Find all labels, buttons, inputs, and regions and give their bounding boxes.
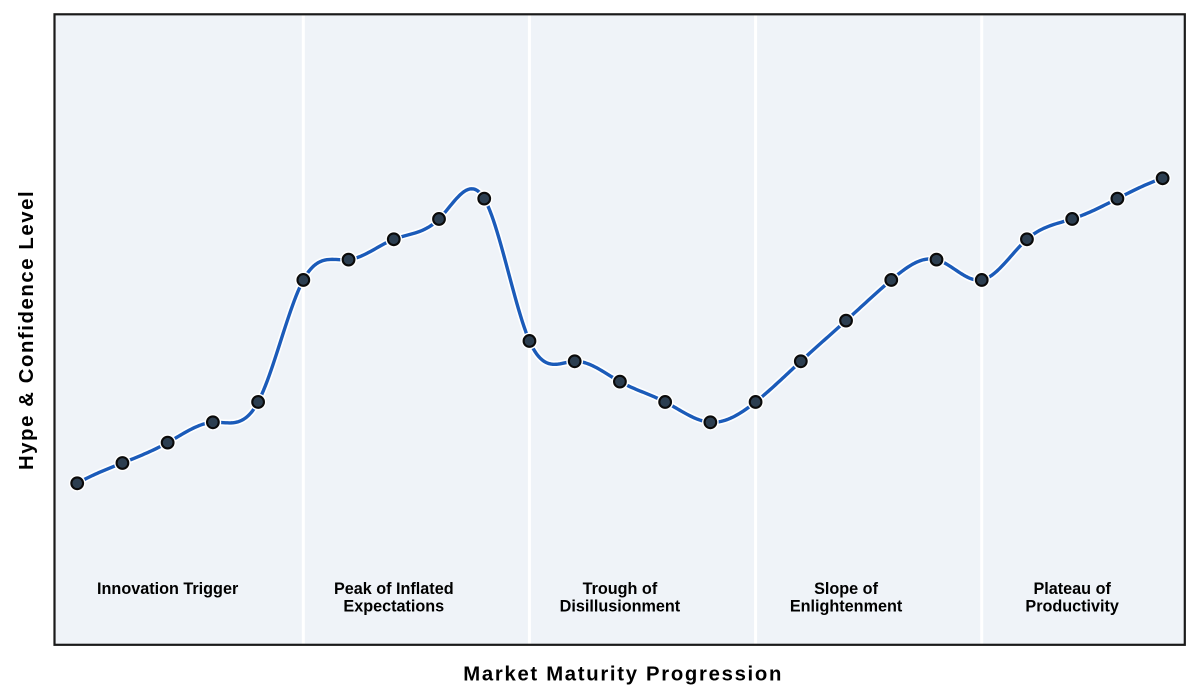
svg-text:Peak of Inflated: Peak of Inflated xyxy=(334,580,454,598)
svg-text:Slope of: Slope of xyxy=(814,580,878,598)
svg-text:Trough of: Trough of xyxy=(583,580,658,598)
svg-text:Hype & Confidence Level: Hype & Confidence Level xyxy=(16,190,38,470)
svg-text:Productivity: Productivity xyxy=(1025,597,1119,615)
svg-text:Market Maturity Progression: Market Maturity Progression xyxy=(463,663,783,685)
svg-text:Enlightenment: Enlightenment xyxy=(790,597,903,615)
svg-text:Expectations: Expectations xyxy=(343,597,444,615)
svg-text:Plateau of: Plateau of xyxy=(1033,580,1111,598)
svg-text:Innovation Trigger: Innovation Trigger xyxy=(97,580,239,598)
svg-text:Disillusionment: Disillusionment xyxy=(560,597,681,615)
